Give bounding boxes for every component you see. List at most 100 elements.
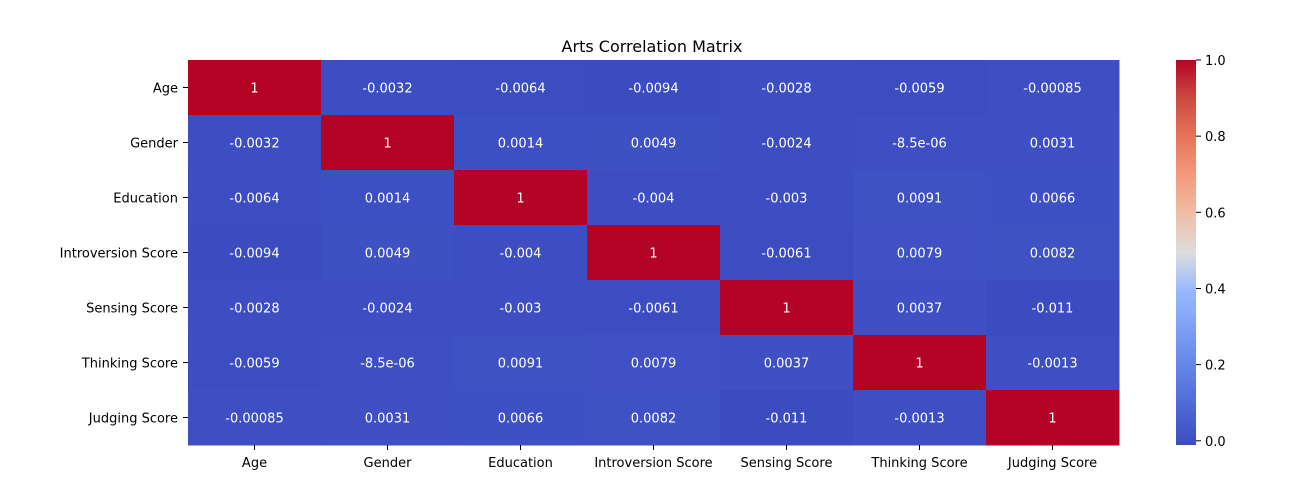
heatmap-cells [188,60,1120,446]
heatmap-cell [188,115,322,171]
cell-value-label: 0.0031 [1030,137,1076,152]
x-tick-label: Sensing Score [741,456,833,471]
heatmap-cell [587,225,721,281]
x-tick-label: Thinking Score [870,456,967,471]
cell-value-label: 1 [516,192,524,207]
cell-value-label: -0.004 [633,192,675,207]
y-tick-label: Thinking Score [81,357,178,372]
heatmap-cell [720,225,854,281]
cell-value-label: -0.0024 [761,137,811,152]
cell-value-label: 0.0079 [897,247,943,262]
heatmap-cell [853,335,987,391]
cell-value-label: 0.0037 [764,357,810,372]
heatmap-cell [853,115,987,171]
x-tick-label: Judging Score [1007,456,1097,471]
cell-value-label: 1 [1048,412,1056,427]
cell-value-label: -0.003 [766,192,808,207]
cell-value-label: 0.0091 [498,357,544,372]
cell-value-label: 0.0066 [1030,192,1076,207]
colorbar-tick-label: 0.4 [1205,282,1226,297]
chart-title: Arts Correlation Matrix [562,37,743,56]
x-tick-label: Age [242,456,267,471]
cell-value-label: 1 [250,82,258,97]
cell-value-label: -0.0013 [894,412,944,427]
heatmap-cell [454,390,588,446]
heatmap-cell [853,225,987,281]
heatmap-cell [986,225,1120,281]
cell-value-label: 0.0091 [897,192,943,207]
cell-value-label: 1 [782,302,790,317]
colorbar-tick-label: 0.0 [1205,435,1226,450]
heatmap-cell [188,170,322,226]
heatmap-cell [587,335,721,391]
heatmap-cell [321,390,455,446]
heatmap-cell [321,170,455,226]
heatmap-cell [188,225,322,281]
colorbar-tick-label: 0.8 [1205,130,1226,145]
cell-value-label: -0.0064 [495,82,545,97]
heatmap-cell [188,390,322,446]
cell-value-label: -0.0094 [628,82,678,97]
heatmap-cell [454,280,588,336]
cell-value-label: -8.5e-06 [892,137,947,152]
heatmap-cell [720,390,854,446]
heatmap-cell [720,115,854,171]
y-tick-label: Age [153,82,178,97]
heatmap-cell [986,170,1120,226]
y-tick-label: Judging Score [88,412,178,427]
cell-value-label: 0.0066 [498,412,544,427]
y-axis: Age Gender Education Introversion Score Sens… [60,82,188,427]
cell-value-label: 0.0082 [1030,247,1076,262]
y-tick-label: Sensing Score [86,302,178,317]
heatmap-cell [321,115,455,171]
y-tick-label: Introversion Score [60,247,178,262]
colorbar: 0.0 0.2 0.4 0.6 0.8 1.0 [1176,54,1226,450]
heatmap-cell [454,335,588,391]
heatmap-cell [454,170,588,226]
heatmap-cell [321,280,455,336]
heatmap-cell [587,390,721,446]
cell-value-label: -0.011 [1032,302,1074,317]
cell-value-label: 1 [915,357,923,372]
colorbar-tick-label: 0.2 [1205,359,1226,374]
heatmap-cell [720,170,854,226]
heatmap-cell [986,335,1120,391]
heatmap-cell [853,280,987,336]
y-tick-label: Education [113,192,178,207]
heatmap-cell [188,280,322,336]
heatmap-cell [321,60,455,116]
heatmap-cell [986,60,1120,116]
cell-value-label: -0.003 [500,302,542,317]
heatmap-cell [454,60,588,116]
cell-value-label: -0.0064 [229,192,279,207]
cell-value-label: -0.004 [500,247,542,262]
cell-value-label: 0.0049 [631,137,677,152]
heatmap-cell [188,60,322,116]
cell-value-label: -0.0059 [894,82,944,97]
colorbar-tick-label: 1.0 [1205,54,1226,69]
heatmap-cell-labels: 1 -0.0032 -0.0064 -0.0094 -0.0028 -0.0059 -0.0… [225,82,1081,427]
heatmap-cell [853,60,987,116]
cell-value-label: -0.0032 [229,137,279,152]
heatmap-cell [986,280,1120,336]
heatmap-cell [587,170,721,226]
heatmap-cell [587,280,721,336]
cell-value-label: -0.0061 [761,247,811,262]
colorbar-gradient [1176,60,1196,445]
cell-value-label: -0.011 [766,412,808,427]
heatmap-cell [720,335,854,391]
heatmap-cell [454,225,588,281]
cell-value-label: 0.0049 [365,247,411,262]
cell-value-label: 0.0031 [365,412,411,427]
heatmap-cell [720,60,854,116]
cell-value-label: -0.0094 [229,247,279,262]
cell-value-label: 0.0082 [631,412,677,427]
heatmap-cell [986,390,1120,446]
cell-value-label: -0.00085 [1023,82,1081,97]
cell-value-label: 0.0037 [897,302,943,317]
y-tick-label: Gender [130,137,179,152]
heatmap-cell [321,335,455,391]
cell-value-label: -0.0028 [761,82,811,97]
cell-value-label: 1 [383,137,391,152]
